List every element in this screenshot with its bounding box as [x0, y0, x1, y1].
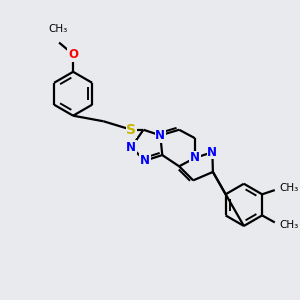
Text: N: N: [190, 152, 200, 164]
Text: CH₃: CH₃: [280, 220, 299, 230]
Text: N: N: [126, 141, 136, 154]
Text: CH₃: CH₃: [280, 183, 299, 193]
Text: N: N: [207, 146, 217, 159]
Text: N: N: [155, 129, 165, 142]
Text: CH₃: CH₃: [49, 24, 68, 34]
Text: N: N: [140, 154, 150, 167]
Text: O: O: [68, 48, 78, 61]
Text: S: S: [126, 123, 136, 137]
